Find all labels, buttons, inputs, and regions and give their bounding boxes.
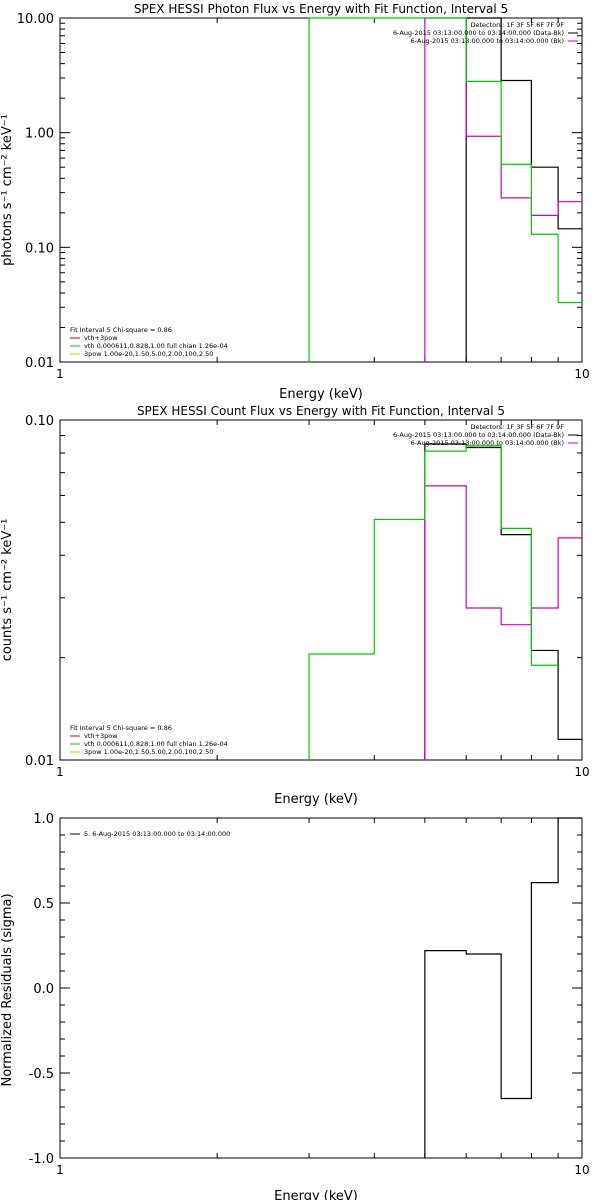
photon-flux-panel: SPEX HESSI Photon Flux vs Energy with Fi… (0, 2, 590, 402)
y-tick-label: 10.00 (17, 12, 54, 27)
x-tick-label: 10 (574, 367, 589, 381)
y-axis-label: Normalized Residuals (sigma) (0, 893, 15, 1086)
x-tick-label: 1 (56, 367, 64, 381)
x-axis-label: Energy (keV) (274, 792, 358, 807)
x-tick-label: 10 (574, 765, 589, 779)
y-axis-label: photons s⁻¹ cm⁻² keV⁻¹ (0, 114, 15, 266)
plot-frame (59, 817, 583, 1159)
y-tick-label: 0.01 (25, 754, 54, 769)
legend-entry: 3pow 1.00e-20,1.50,5.00,2.00,100,2.50 (84, 748, 213, 756)
legend-entry: Fit Interval 5 Chi-square = 0.86 (70, 326, 172, 334)
x-tick-label: 10 (574, 1163, 589, 1177)
legend: Detectors: 1F 3F 5F 6F 7F 9F6-Aug-2015 0… (70, 423, 578, 756)
plot-frame (59, 17, 583, 363)
legend-entry: 6-Aug-2015 03:13:00.000 to 03:14:00.000 … (393, 29, 564, 37)
count-flux-panel: SPEX HESSI Count Flux vs Energy with Fit… (0, 404, 590, 807)
legend-entry: 3pow 1.00e-20,1.50,5.00,2.00,100,2.50 (84, 350, 213, 358)
x-tick-label: 1 (56, 1163, 64, 1177)
legend: 5. 6-Aug-2015 03:13:00.000 to 03:14:00.0… (70, 830, 230, 838)
y-tick-label: 0.01 (25, 356, 54, 371)
legend-entry: vth 0.000611,0.828,1.00 full chian 1.26e… (84, 342, 228, 350)
y-tick-label: 0.5 (33, 897, 54, 912)
legend-entry: vth+3pow (84, 334, 118, 342)
y-tick-label: 0.0 (33, 982, 54, 997)
legend-entry: Detectors: 1F 3F 5F 6F 7F 9F (470, 423, 564, 431)
plot-frame (59, 419, 583, 761)
series-group (308, 17, 582, 362)
legend-entry: 5. 6-Aug-2015 03:13:00.000 to 03:14:00.0… (84, 830, 230, 838)
y-tick-label: 1.0 (33, 812, 54, 827)
residuals-panel: Energy (keV) Normalized Residuals (sigma… (0, 812, 590, 1200)
y-tick-label: -0.5 (29, 1067, 54, 1082)
series-line (308, 445, 559, 760)
series-group (424, 817, 582, 1158)
series-line (424, 485, 582, 760)
legend-entry: 6-Aug-2015 03:13:00.000 to 03:14:00.000 … (393, 431, 564, 439)
series-group (308, 443, 582, 760)
y-tick-label: 0.10 (25, 414, 54, 429)
y-tick-label: 1.00 (25, 127, 54, 142)
chart-title: SPEX HESSI Photon Flux vs Energy with Fi… (134, 2, 508, 16)
y-tick-label: -1.0 (29, 1152, 54, 1167)
x-tick-label: 1 (56, 765, 64, 779)
series-line (424, 443, 582, 760)
series-line (465, 17, 582, 362)
axis-ticks: 1 10 0.01 0.10 (25, 414, 590, 779)
legend-entry: 6-Aug-2015 03:13:00.000 to 03:14:00.000 … (411, 37, 564, 45)
legend-entry: vth 0.000611,0.828,1.00 full chian 1.26e… (84, 740, 228, 748)
legend-entry: 6-Aug-2015 03:13:00.000 to 03:14:00.000 … (411, 439, 564, 447)
series-line (308, 17, 582, 362)
series-line (424, 817, 582, 1158)
legend-entry: Fit Interval 5 Chi-square = 0.86 (70, 724, 172, 732)
legend-entry: Detectors: 1F 3F 5F 6F 7F 9F (470, 21, 564, 29)
axis-ticks: 1 10 0.01 0.10 1.00 10.00 (17, 12, 590, 381)
legend: Detectors: 1F 3F 5F 6F 7F 9F6-Aug-2015 0… (70, 21, 578, 358)
y-tick-label: 0.10 (25, 241, 54, 256)
legend-entry: vth+3pow (84, 732, 118, 740)
axis-ticks: 1 10 -1.0 -0.5 0.0 0.5 1.0 (29, 812, 590, 1177)
x-axis-label: Energy (keV) (274, 1189, 358, 1200)
chart-title: SPEX HESSI Count Flux vs Energy with Fit… (137, 404, 505, 418)
x-axis-label: Energy (keV) (279, 387, 363, 402)
y-axis-label: counts s⁻¹ cm⁻² keV⁻¹ (0, 519, 15, 662)
